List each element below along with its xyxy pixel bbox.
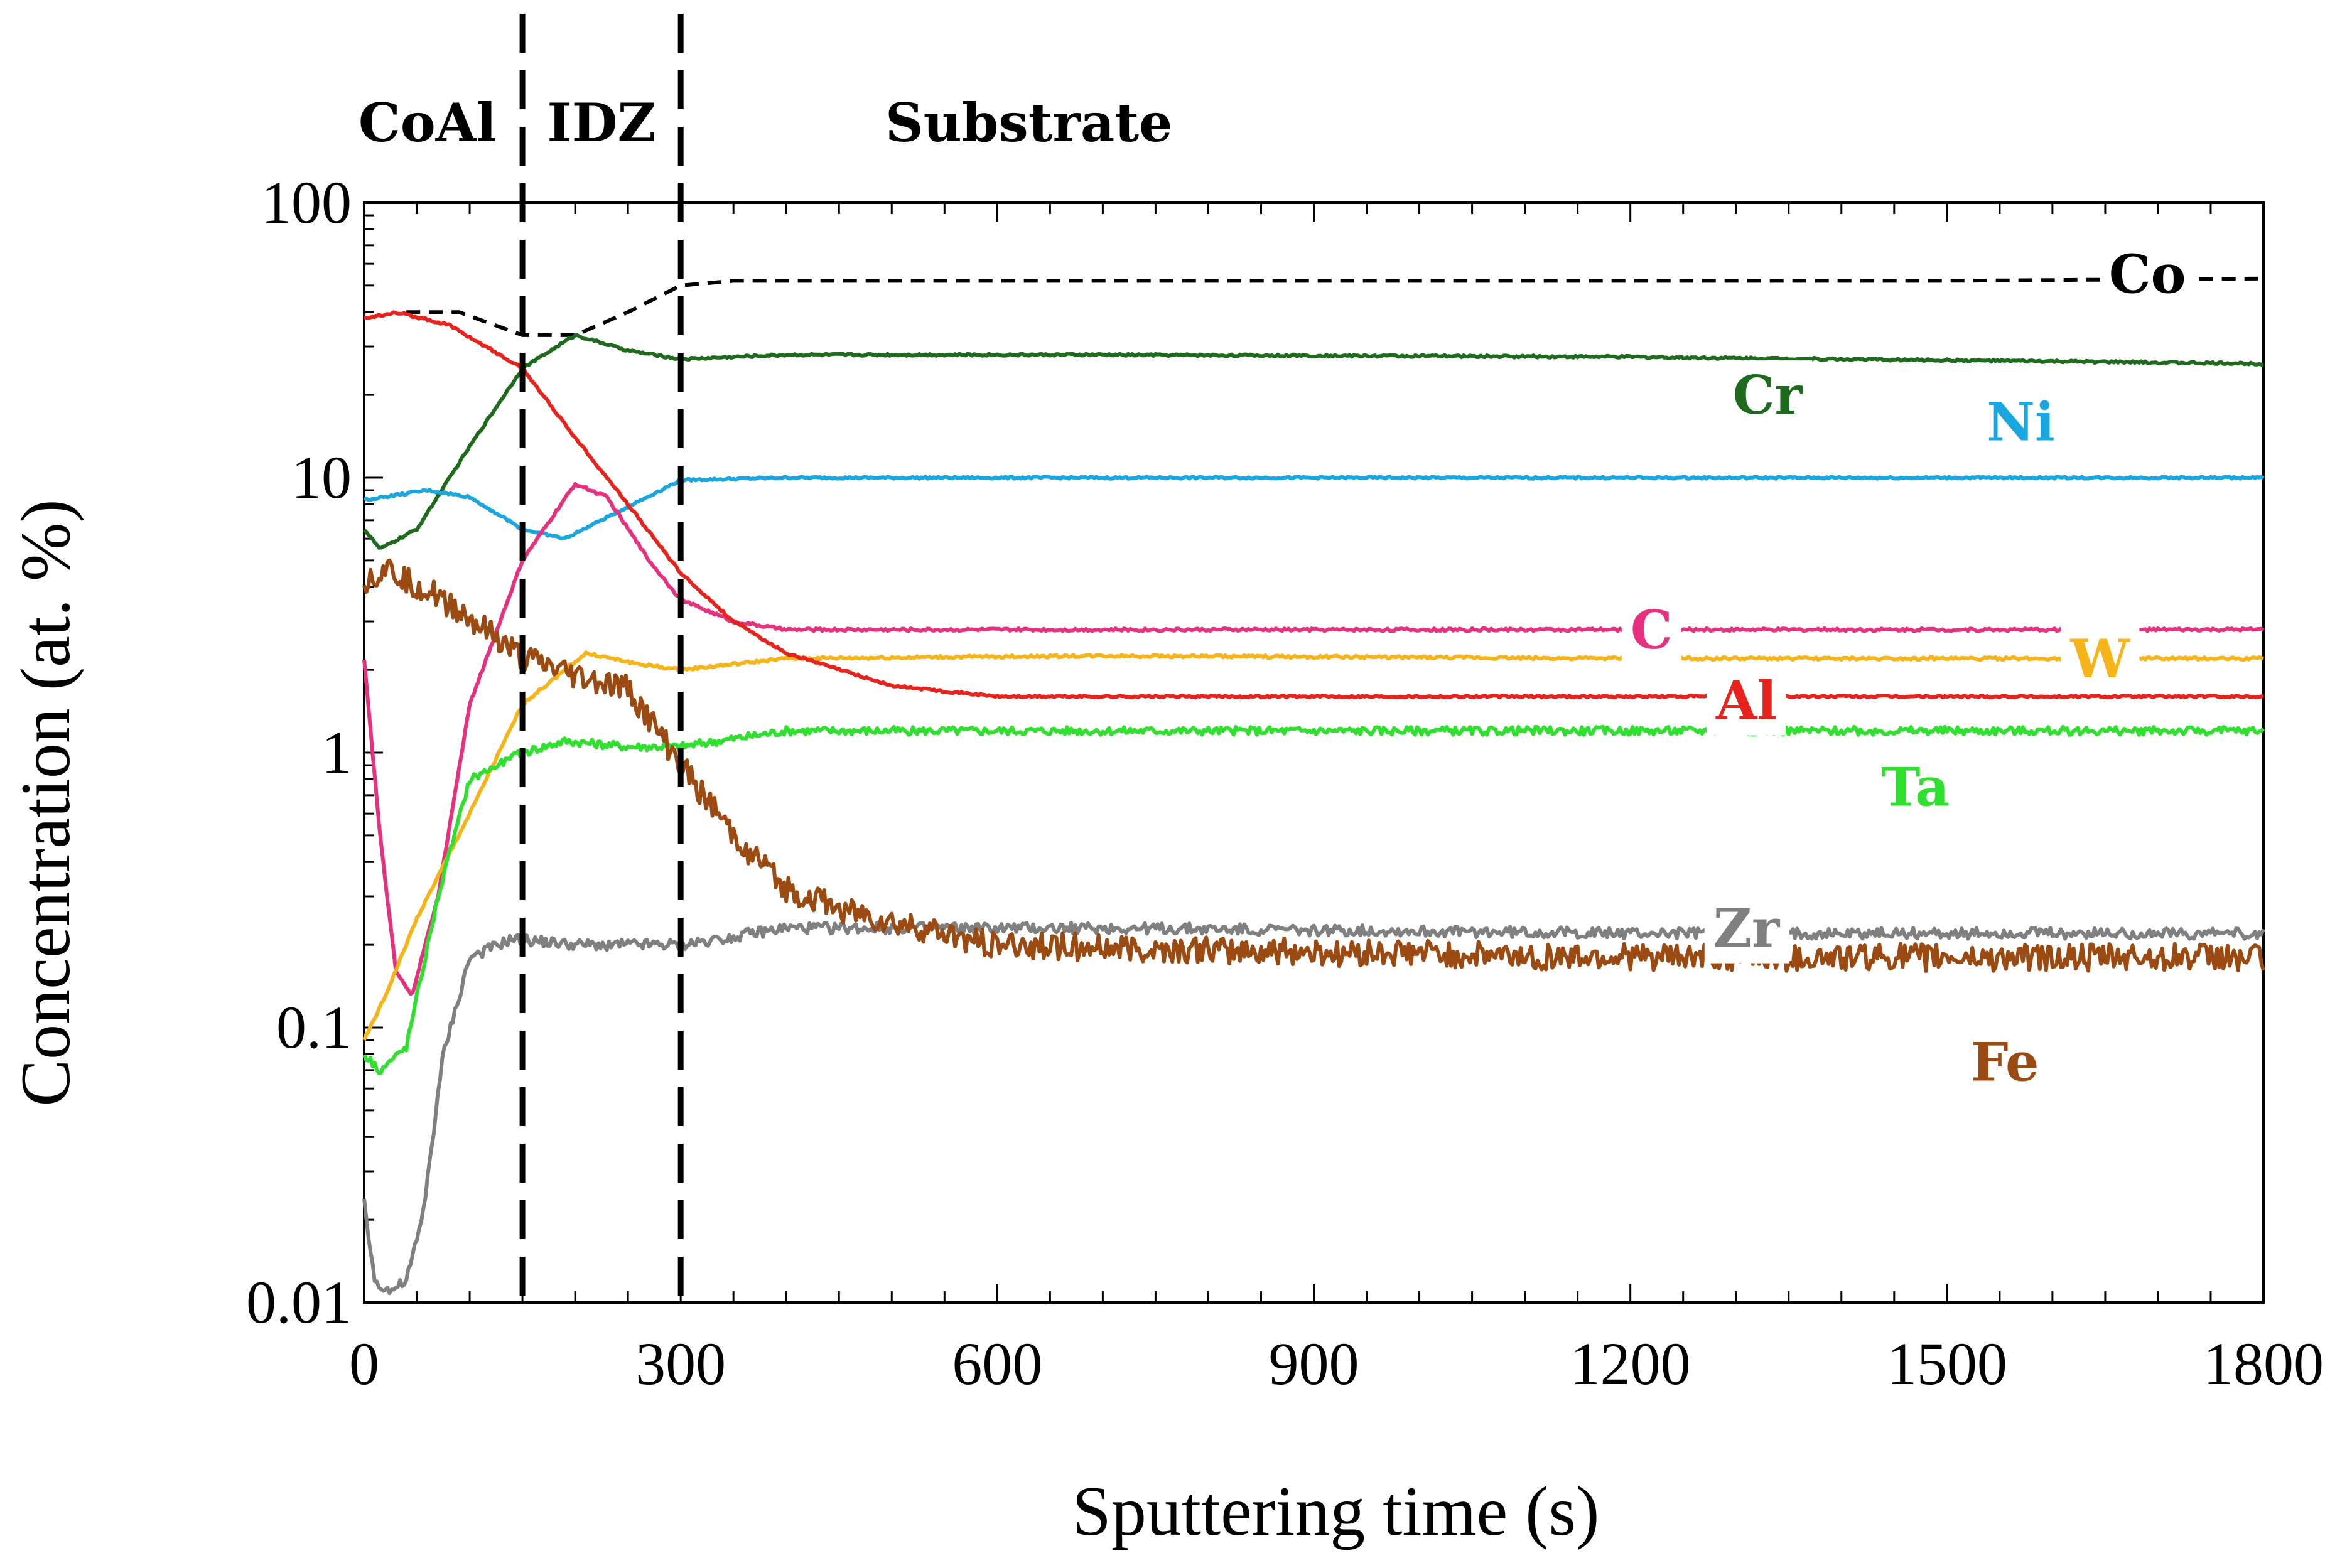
series-line-fe: [362, 558, 2265, 973]
series-label-background: [1704, 893, 1790, 964]
series-label-group-ta: Ta: [1872, 752, 1958, 822]
series-label-ni: Ni: [1987, 391, 2055, 453]
series-line-ta: [362, 724, 2265, 1075]
series-label-group-w: W: [2061, 624, 2140, 694]
series-label-background: [1724, 360, 1813, 431]
series-label-zr: Zr: [1713, 898, 1781, 960]
region-label-coal: CoAl: [359, 92, 497, 154]
y-tick-label: 0.1: [276, 994, 352, 1061]
series-line-zr: [362, 921, 2265, 1296]
y-axis-title: Concentration (at. %): [7, 499, 85, 1106]
series-label-group-al: Al: [1706, 665, 1786, 736]
series-line-c: [362, 481, 2265, 996]
plot-frame: [363, 201, 2265, 1304]
series-label-group-cr: Cr: [1724, 360, 1813, 431]
x-tick-label: 1200: [1570, 1330, 1691, 1397]
series-label-cr: Cr: [1733, 364, 1804, 426]
series-label-group-c: C: [1621, 595, 1681, 665]
series-label-group-zr: Zr: [1704, 893, 1790, 964]
x-tick-label: 0: [349, 1330, 379, 1397]
y-tick-label: 10: [291, 444, 352, 511]
y-tick-label: 0.01: [246, 1269, 352, 1336]
series-label-co: Co: [2109, 244, 2186, 306]
series-label-al: Al: [1715, 670, 1777, 732]
series-label-fe: Fe: [1971, 1031, 2039, 1093]
series-label-group-fe: Fe: [1962, 1027, 2048, 1097]
series-label-background: [1962, 1027, 2048, 1097]
series-label-background: [1706, 665, 1786, 736]
region-label-substrate: Substrate: [885, 92, 1173, 154]
series-label-w: W: [2069, 628, 2130, 690]
series-label-c: C: [1631, 599, 1673, 661]
x-tick-label: 1500: [1887, 1330, 2007, 1397]
labels-layer: CoAl IDZ Substrate Co Cr Ni C W Al Ta Zr Fe: [359, 92, 2195, 1097]
series-line-al: [364, 310, 2263, 700]
y-tick-label: 1: [321, 719, 352, 786]
series-label-background: [1978, 387, 2064, 457]
x-tick-label: 900: [1269, 1330, 1359, 1397]
x-tick-label: 600: [952, 1330, 1042, 1397]
series-label-group-co: Co: [2100, 239, 2195, 309]
x-tick-label: 1800: [2203, 1330, 2324, 1397]
x-tick-label: 300: [635, 1330, 726, 1397]
series-label-background: [1621, 595, 1681, 665]
series-line-co: [406, 276, 2263, 337]
series-label-background: [2061, 624, 2140, 694]
series-label-group-ni: Ni: [1978, 387, 2064, 457]
x-axis-title: Sputtering time (s): [1072, 1473, 1600, 1550]
region-label-idz: IDZ: [547, 92, 655, 154]
series-label-ta: Ta: [1881, 756, 1950, 819]
y-tick-label: 100: [261, 169, 352, 236]
series-label-background: [2100, 239, 2195, 309]
region-boundaries: [519, 14, 684, 1297]
axes: 0 300 600 900 1200 1500 1800 0.01 0.1 1 10 100 Sputt…: [7, 169, 2324, 1550]
series-label-background: [1872, 752, 1958, 822]
